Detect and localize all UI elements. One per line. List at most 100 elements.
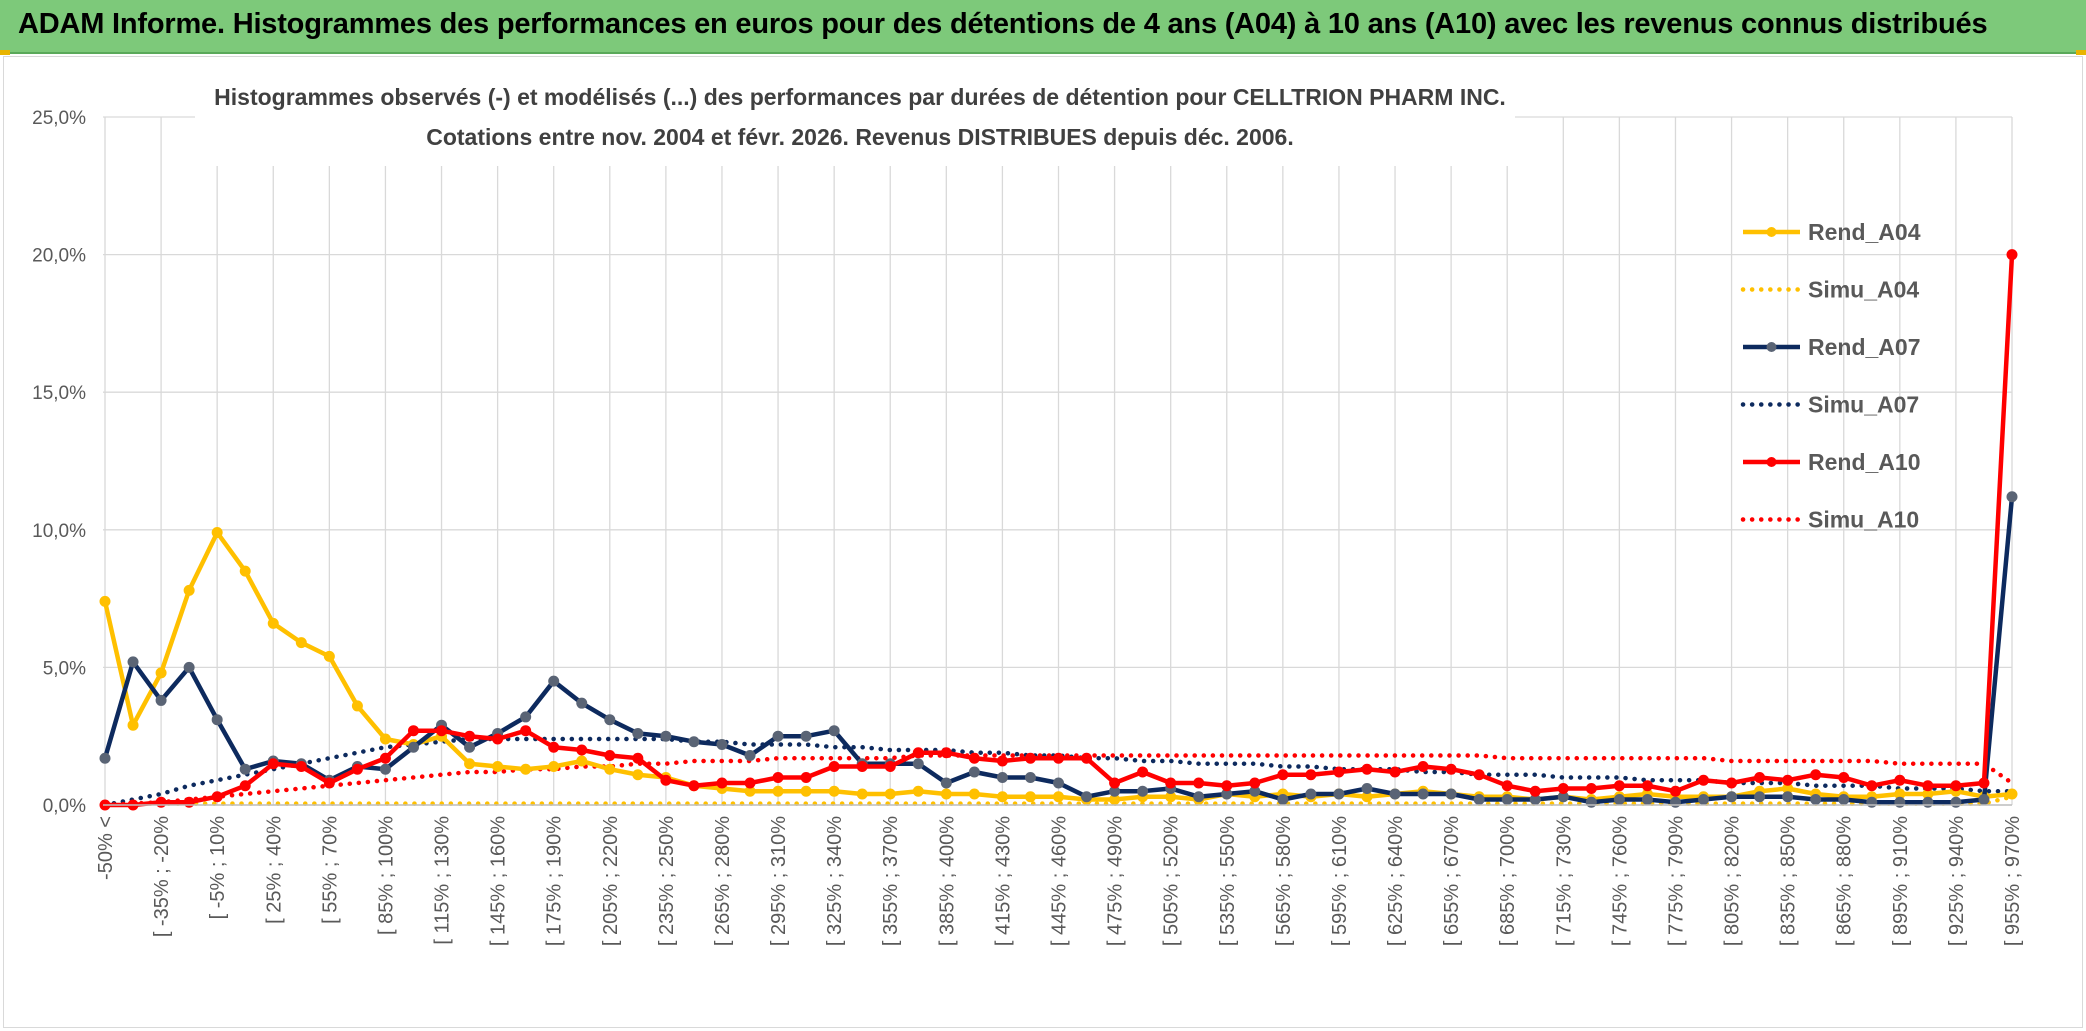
data-point [1838,793,1850,805]
data-point [1754,791,1766,803]
data-point [1501,793,1513,805]
data-point [800,785,812,797]
data-point [996,771,1008,783]
data-point [1361,782,1373,794]
data-point [1529,785,1541,797]
data-point [632,752,644,764]
data-point [1277,793,1289,805]
data-point [744,749,756,761]
y-tick-label: 25,0% [32,108,86,129]
data-point [1838,771,1850,783]
data-point [1726,791,1738,803]
data-point [1389,788,1401,800]
data-point [239,780,251,792]
x-tick-label: [ 505% ; 520% [1161,816,1183,946]
x-tick-label: [ 595% ; 610% [1329,816,1351,946]
data-point [940,777,952,789]
data-point [940,788,952,800]
data-point [800,771,812,783]
data-point [127,656,139,668]
x-tick-label: [ 325% ; 340% [824,816,846,946]
data-point [155,694,167,706]
data-point [548,741,560,753]
data-point [1445,763,1457,775]
data-point [492,733,504,745]
data-point [295,760,307,772]
x-tick-label: [ 475% ; 490% [1105,816,1127,946]
x-tick-label: [ 385% ; 400% [936,816,958,946]
y-tick-label: 5,0% [43,658,86,679]
legend-item-rend_a10: Rend_A10 [1743,449,1920,475]
legend-marker [1766,342,1777,352]
legend-item-simu_a10: Simu_A10 [1740,507,1919,533]
data-point [772,785,784,797]
data-point [1305,769,1317,781]
data-point [1053,791,1064,803]
data-point [183,584,195,596]
data-point [127,719,139,731]
data-point [716,777,728,789]
data-point [1417,760,1429,772]
legend-label: Rend_A04 [1808,219,1921,245]
data-point [940,747,952,759]
data-point [548,675,560,687]
data-point [1782,791,1794,803]
data-point [1361,763,1373,775]
data-point [1641,793,1653,805]
data-point [1782,774,1794,786]
data-point [828,760,840,772]
data-point [1613,793,1625,805]
data-point [239,763,251,775]
x-tick-label: [ 955% ; 970% [2002,816,2024,946]
header-banner: ADAM Informe. Histogrammes des performan… [0,0,2086,54]
data-point [884,760,896,772]
data-point [856,788,868,800]
legend-item-simu_a07: Simu_A07 [1740,392,1919,418]
data-point [183,661,195,673]
data-point [800,730,812,742]
x-tick-label: [ 55% ; 70% [319,816,341,924]
data-point [520,763,532,775]
legend: Rend_A04 Simu_A04 Rend_A07 Simu_A07 Rend_A10… [1740,219,1921,533]
data-point [688,780,700,792]
x-tick-label: [ 775% ; 790% [1665,816,1687,946]
data-point [716,738,728,750]
data-point [295,637,307,649]
data-point [267,617,279,629]
data-point [1810,769,1822,781]
corner-accent-left [0,50,10,55]
x-tick-label: [ 835% ; 850% [1778,816,1800,946]
data-point [660,730,672,742]
data-point [660,774,672,786]
data-point [604,763,616,775]
chart-title: Histogrammes observés (-) et modélisés (… [195,76,1515,166]
data-point [239,565,251,577]
data-point [464,730,476,742]
legend-label: Simu_A07 [1808,392,1919,418]
data-point [912,785,924,797]
legend-marker [1766,227,1777,237]
data-point [968,752,980,764]
data-point [1389,766,1401,778]
data-point [548,760,560,772]
data-point [1081,752,1093,764]
data-point [99,595,111,607]
x-tick-label: [ 25% ; 40% [263,816,285,924]
data-point [2006,491,2018,503]
data-point [772,771,784,783]
data-point [1024,752,1036,764]
data-point [1698,774,1710,786]
x-tick-label: -50% < [95,816,117,880]
data-point [520,725,532,737]
x-tick-label: [ 895% ; 910% [1890,816,1912,946]
data-point [1053,777,1064,789]
data-point [1333,788,1345,800]
data-point [1417,788,1429,800]
x-tick-label: [ 925% ; 940% [1946,816,1968,946]
data-point [1053,752,1064,764]
data-point [1473,769,1485,781]
data-point [996,791,1008,803]
x-tick-label: [ 295% ; 310% [768,816,790,946]
data-point [464,758,476,770]
